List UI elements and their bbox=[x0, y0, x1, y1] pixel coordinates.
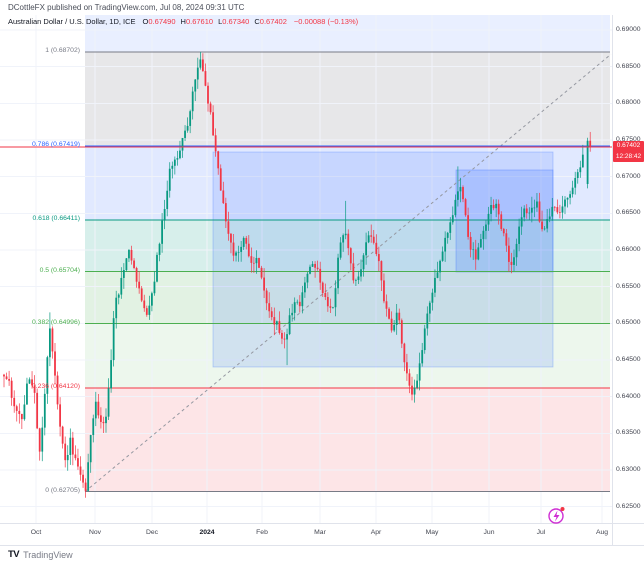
rectangle-drawing-1[interactable] bbox=[212, 151, 554, 368]
y-axis-label: 0.65500 bbox=[616, 282, 641, 290]
tradingview-logo[interactable]: TV TradingView bbox=[8, 549, 73, 560]
y-axis-label: 0.66500 bbox=[616, 209, 641, 217]
y-axis-label: 0.63000 bbox=[616, 465, 641, 473]
attribution-text: DCottleFX published on TradingView.com, … bbox=[8, 3, 245, 12]
x-axis-label-jul: Jul bbox=[536, 529, 546, 536]
last-price-badge: 0.67402 12:28:42 bbox=[613, 141, 644, 162]
candlestick-series[interactable] bbox=[3, 51, 592, 498]
y-axis-label: 0.68500 bbox=[616, 62, 641, 70]
y-axis-label: 0.62500 bbox=[616, 502, 641, 510]
ohlc-h: H0.67610 bbox=[180, 17, 214, 26]
y-axis-label: 0.66000 bbox=[616, 245, 641, 253]
ohlc-c: C0.67402 bbox=[254, 17, 287, 26]
x-axis-label-feb: Feb bbox=[256, 529, 268, 536]
y-axis-label: 0.69000 bbox=[616, 26, 641, 33]
y-axis-label: 0.64000 bbox=[616, 392, 641, 400]
rectangle-drawing-2[interactable] bbox=[455, 169, 554, 273]
boost-icon[interactable] bbox=[548, 507, 565, 524]
y-axis-label: 0.64500 bbox=[616, 356, 641, 363]
x-axis-label-aug: Aug bbox=[595, 529, 609, 536]
fib-label-0[interactable]: 0 (0.62705) bbox=[45, 487, 80, 495]
fib-label-0.618[interactable]: 0.618 (0.66411) bbox=[32, 215, 81, 223]
trendline-drawing[interactable] bbox=[84, 53, 612, 493]
tradingview-logo-icon: TV bbox=[8, 549, 20, 560]
ohlc-o: O0.67490 bbox=[142, 17, 176, 26]
bar-countdown: 12:28:42 bbox=[615, 152, 642, 160]
y-axis-label: 0.65000 bbox=[616, 319, 641, 327]
fib-bands bbox=[85, 15, 610, 492]
change-value: −0.00088 (−0.13%) bbox=[293, 17, 359, 26]
rectangle-drawings[interactable] bbox=[212, 151, 554, 368]
x-axis-label-apr: Apr bbox=[370, 529, 382, 536]
fib-label-0.5[interactable]: 0.5 (0.65704) bbox=[39, 267, 80, 275]
ohlc-values: O0.67490 H0.67610 L0.67340 C0.67402 bbox=[143, 17, 292, 26]
chart-legend: Australian Dollar / U.S. Dollar, 1D, ICE… bbox=[8, 17, 358, 26]
fib-retracement-drawing[interactable] bbox=[85, 51, 610, 493]
x-axis-label-nov: Nov bbox=[88, 529, 102, 536]
symbol-title[interactable]: Australian Dollar / U.S. Dollar, 1D, ICE bbox=[8, 17, 136, 26]
y-axis-label: 0.63500 bbox=[616, 429, 641, 437]
x-axis-label-may: May bbox=[425, 529, 439, 536]
axis-borders bbox=[0, 15, 644, 546]
fib-label-1[interactable]: 1 (0.68702) bbox=[45, 47, 80, 55]
y-axis-label: 0.67000 bbox=[616, 172, 641, 180]
x-axis-label-2024: 2024 bbox=[199, 529, 215, 536]
fib-label-0.236[interactable]: 0.236 (0.64120) bbox=[32, 383, 80, 391]
y-axis-label: 0.68000 bbox=[616, 99, 641, 107]
ohlc-l: L0.67340 bbox=[218, 17, 250, 26]
attribution-bar: DCottleFX published on TradingView.com, … bbox=[0, 0, 644, 15]
tradingview-logo-text: TradingView bbox=[23, 549, 73, 560]
fib-label-0.382[interactable]: 0.382 (0.64996) bbox=[32, 319, 80, 327]
gridlines bbox=[0, 15, 612, 523]
x-axis-label-jun: Jun bbox=[483, 529, 495, 536]
last-price-value: 0.67402 bbox=[616, 142, 641, 149]
y-axis-label: 0.67500 bbox=[616, 136, 641, 143]
x-axis-label-mar: Mar bbox=[314, 529, 326, 536]
notification-dot bbox=[560, 507, 565, 511]
x-axis-label-oct: Oct bbox=[30, 529, 42, 536]
x-axis-label-dec: Dec bbox=[145, 529, 159, 536]
fib-label-0.786[interactable]: 0.786 (0.67419) bbox=[32, 141, 80, 149]
